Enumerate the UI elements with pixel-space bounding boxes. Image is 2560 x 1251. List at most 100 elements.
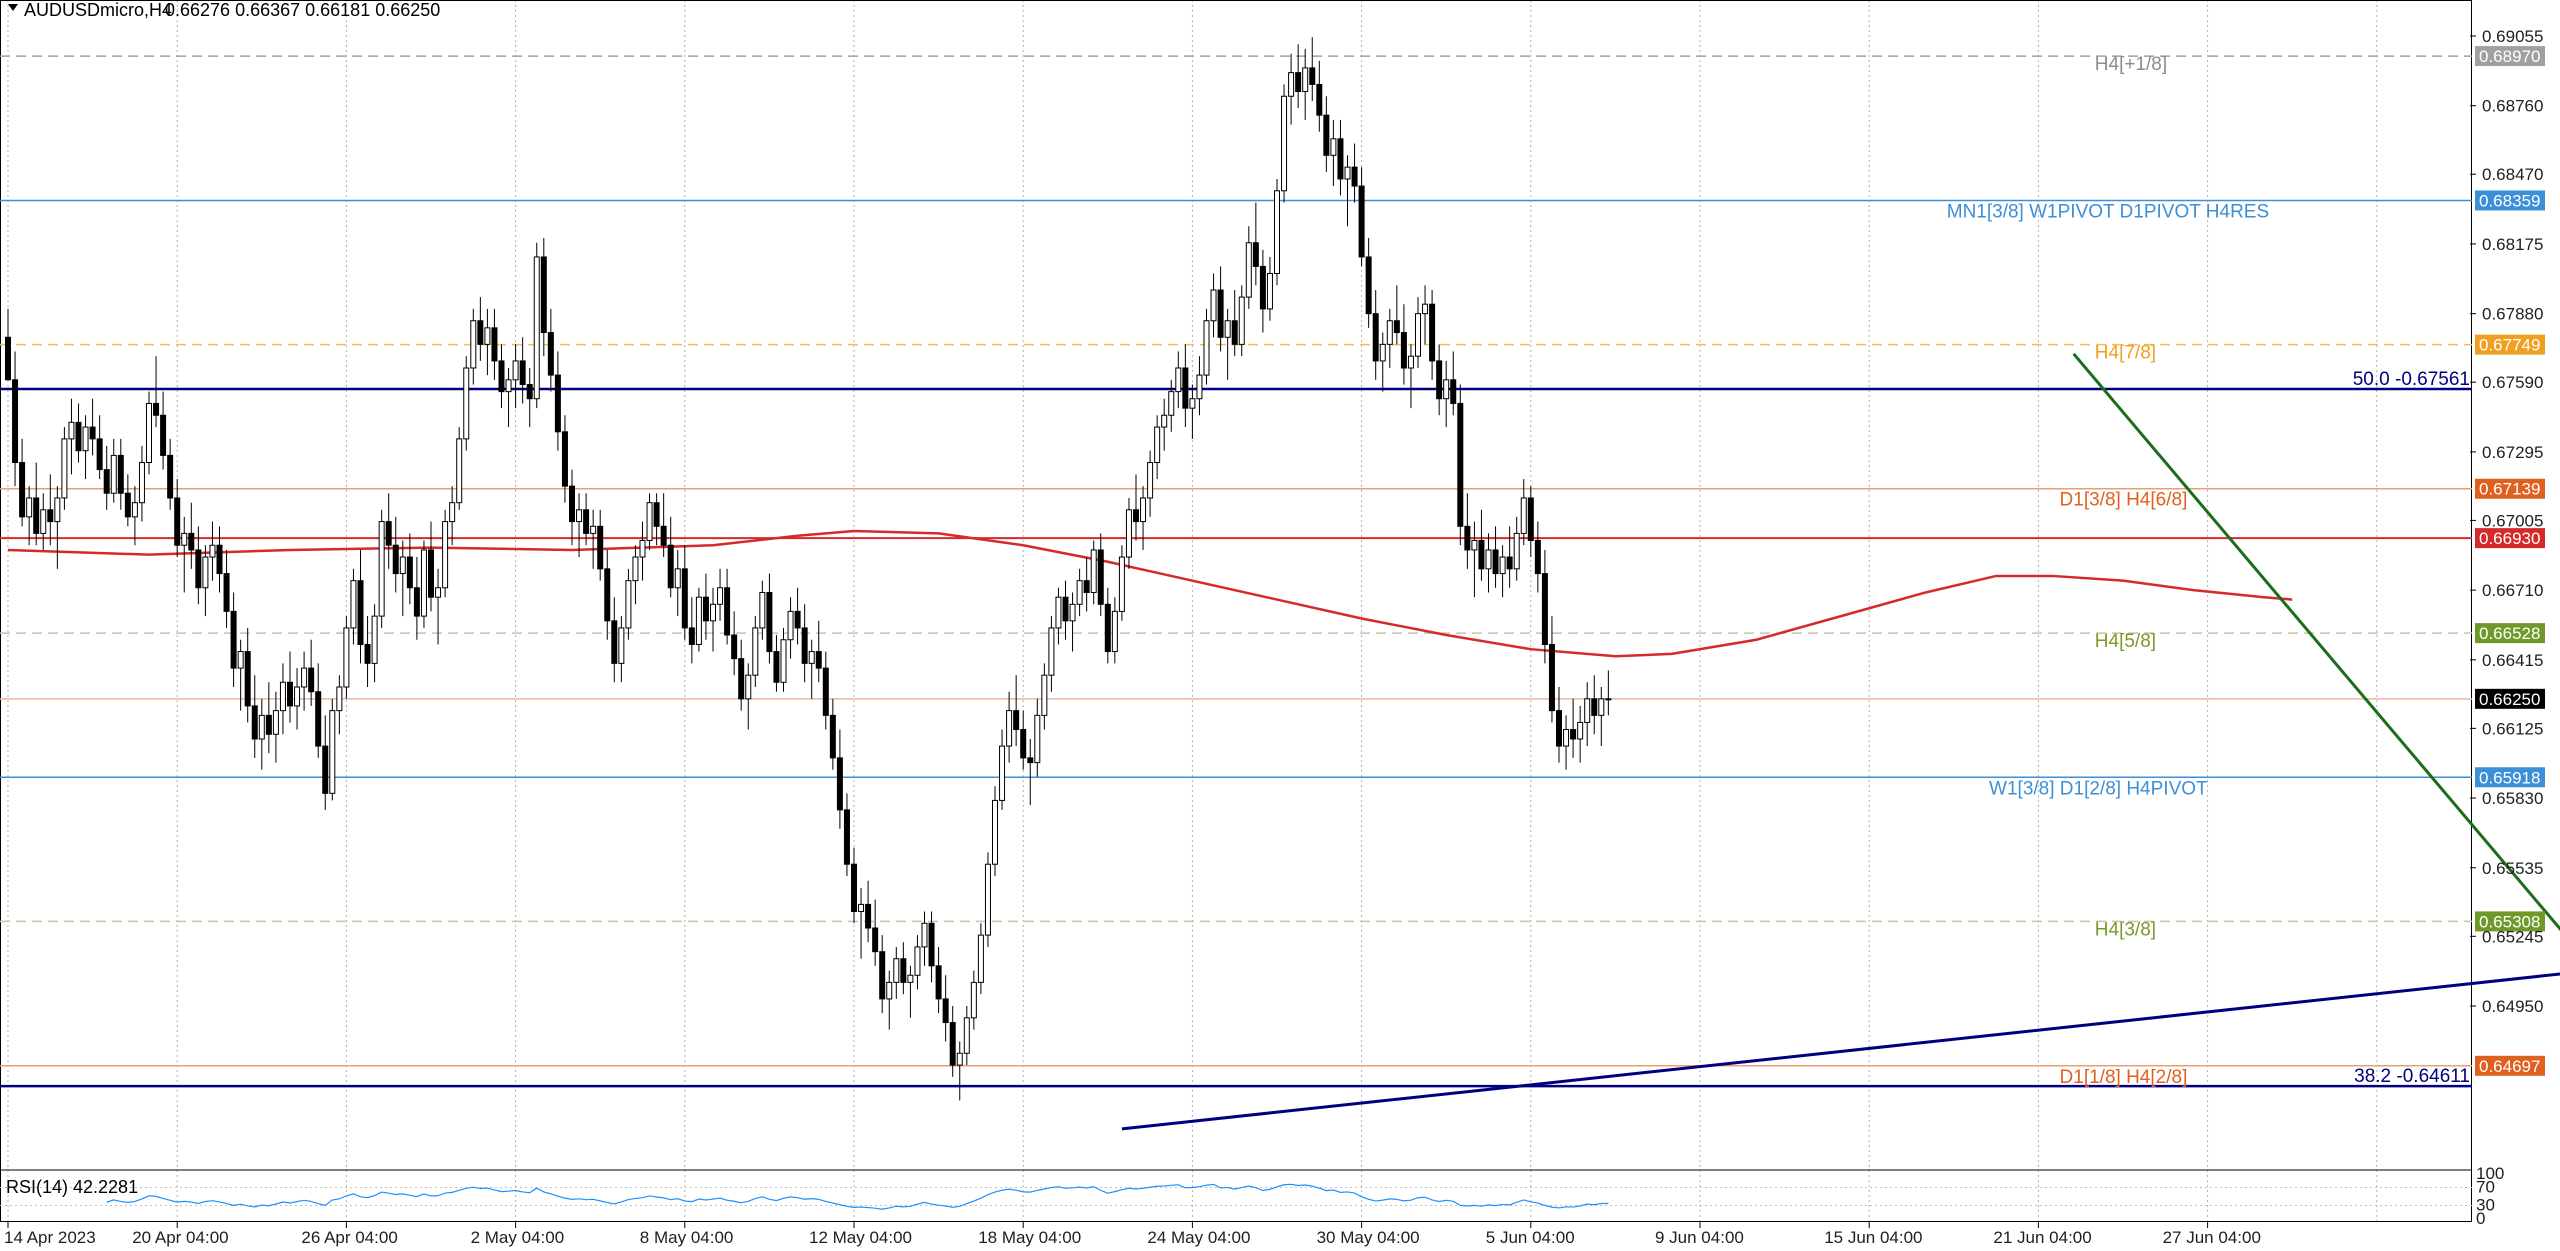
candle[interactable] [1034, 698, 1041, 777]
candle[interactable] [5, 308, 11, 381]
candle[interactable] [61, 427, 68, 510]
candle[interactable] [103, 445, 110, 510]
candle[interactable] [1217, 266, 1224, 352]
candle[interactable] [956, 1041, 963, 1101]
candle[interactable] [1478, 509, 1485, 581]
candle[interactable] [1541, 549, 1548, 664]
candle[interactable] [787, 597, 794, 659]
candle[interactable] [1055, 587, 1062, 645]
candle[interactable] [167, 438, 174, 510]
candle[interactable] [1027, 738, 1034, 806]
candle[interactable] [47, 474, 54, 546]
candle[interactable] [1527, 486, 1534, 558]
candle[interactable] [223, 549, 230, 628]
candle[interactable] [738, 639, 745, 711]
candle[interactable] [1252, 202, 1259, 286]
candle[interactable] [1492, 526, 1499, 588]
candle[interactable] [836, 729, 843, 829]
candle[interactable] [731, 611, 738, 676]
candle[interactable] [399, 540, 406, 617]
candle[interactable] [131, 486, 138, 546]
candle[interactable] [942, 975, 949, 1042]
candle[interactable] [780, 627, 787, 692]
candle[interactable] [773, 635, 780, 692]
candle[interactable] [463, 356, 470, 451]
candle[interactable] [1605, 670, 1612, 716]
candle[interactable] [1520, 479, 1527, 546]
candle[interactable] [230, 592, 237, 687]
candle[interactable] [949, 1006, 956, 1077]
candle[interactable] [604, 549, 611, 640]
candle[interactable] [1365, 238, 1372, 328]
candle[interactable] [561, 415, 568, 503]
candle[interactable] [886, 970, 893, 1030]
candle[interactable] [1309, 37, 1316, 101]
candle[interactable] [1104, 587, 1111, 664]
candle[interactable] [378, 509, 385, 628]
candle[interactable] [428, 521, 434, 612]
candle[interactable] [1577, 705, 1584, 763]
candle[interactable] [829, 698, 836, 770]
candle[interactable] [287, 651, 293, 723]
candle[interactable] [322, 715, 329, 810]
candle[interactable] [449, 486, 456, 546]
candle[interactable] [724, 568, 731, 645]
candle[interactable] [364, 616, 371, 687]
candle[interactable] [1083, 557, 1090, 612]
candle[interactable] [146, 391, 152, 475]
candle[interactable] [1281, 84, 1288, 203]
candle[interactable] [442, 509, 449, 598]
candle[interactable] [209, 521, 216, 581]
candle[interactable] [1379, 332, 1386, 392]
candle[interactable] [597, 509, 604, 581]
candle[interactable] [745, 663, 752, 730]
candle[interactable] [632, 545, 639, 605]
candle[interactable] [512, 344, 519, 409]
candle[interactable] [294, 668, 301, 730]
candle[interactable] [851, 847, 857, 924]
candle[interactable] [970, 970, 977, 1030]
candle[interactable] [639, 521, 646, 581]
candle[interactable] [1372, 290, 1379, 380]
candle[interactable] [315, 663, 322, 758]
candle[interactable] [392, 516, 399, 593]
candle[interactable] [117, 438, 124, 510]
candle[interactable] [251, 675, 258, 758]
candle[interactable] [1295, 44, 1302, 109]
candle[interactable] [1429, 290, 1436, 380]
candle[interactable] [893, 946, 900, 999]
candle[interactable] [350, 568, 357, 645]
candle[interactable] [1570, 698, 1577, 758]
candle[interactable] [505, 367, 512, 428]
candle[interactable] [19, 438, 26, 527]
candle[interactable] [1189, 384, 1196, 439]
candle[interactable] [26, 486, 33, 546]
candle[interactable] [1224, 308, 1231, 380]
candle[interactable] [498, 344, 505, 409]
candle[interactable] [1457, 384, 1464, 546]
candle[interactable] [1111, 597, 1118, 664]
candle[interactable] [1168, 379, 1175, 432]
candle[interactable] [815, 620, 822, 683]
candle[interactable] [576, 493, 583, 558]
time-axis[interactable]: 14 Apr 2023 20 Apr 04:00 26 Apr 04:00 2 May… [4, 1222, 2261, 1247]
candle[interactable] [1351, 143, 1358, 203]
candle[interactable] [879, 935, 886, 1014]
candle[interactable] [569, 469, 575, 546]
candle[interactable] [533, 242, 540, 409]
candle[interactable] [618, 616, 625, 683]
candle[interactable] [660, 493, 667, 558]
candle[interactable] [1506, 526, 1513, 588]
candle[interactable] [1182, 344, 1189, 428]
candle[interactable] [1161, 398, 1168, 451]
candle[interactable] [1259, 249, 1266, 333]
candle[interactable] [484, 308, 491, 376]
candle[interactable] [1323, 96, 1330, 172]
candle[interactable] [75, 403, 82, 463]
candle[interactable] [1584, 682, 1591, 747]
candle[interactable] [1245, 226, 1252, 309]
candle[interactable] [554, 351, 561, 451]
candle[interactable] [1393, 285, 1400, 345]
